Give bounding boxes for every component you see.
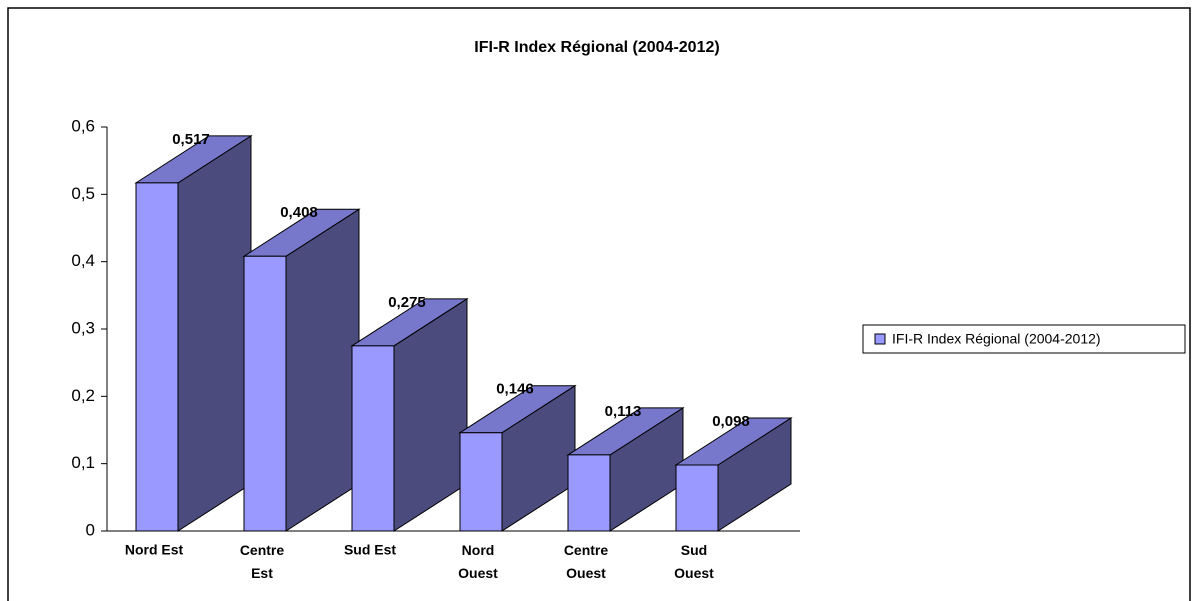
legend-box xyxy=(862,324,1186,354)
y-tick-label: 0,5 xyxy=(71,184,95,203)
bar-side xyxy=(285,208,360,532)
data-label: 0,098 xyxy=(712,413,750,430)
data-label: 0,517 xyxy=(172,131,210,148)
x-tick-label: Nord Est xyxy=(125,542,184,558)
bar xyxy=(350,297,469,532)
x-tick-label: Centre Ouest xyxy=(564,542,609,581)
data-label: 0,408 xyxy=(280,204,318,221)
bar xyxy=(458,384,577,532)
bar xyxy=(134,134,253,532)
data-label: 0,146 xyxy=(496,381,534,398)
y-tick-label: 0,6 xyxy=(71,116,95,135)
legend-swatch xyxy=(874,333,886,345)
y-tick-label: 0,1 xyxy=(71,453,95,472)
data-label: 0,113 xyxy=(605,403,642,420)
x-tick-label: Nord Ouest xyxy=(458,542,498,581)
y-tick-label: 0 xyxy=(86,520,95,539)
bar-front xyxy=(243,255,287,532)
bar xyxy=(566,406,685,532)
data-label: 0,275 xyxy=(388,294,426,311)
bar-front xyxy=(135,182,179,532)
x-tick-label: Sud Est xyxy=(344,542,396,558)
chart-title: IFI-R Index Régional (2004-2012) xyxy=(474,39,719,56)
bar-front xyxy=(675,464,719,532)
bar-front xyxy=(567,454,611,532)
x-tick-label: Centre Est xyxy=(240,542,285,581)
bar xyxy=(674,417,793,532)
y-tick-label: 0,3 xyxy=(71,318,95,337)
bar xyxy=(242,208,361,532)
y-tick-label: 0,2 xyxy=(71,386,95,405)
bar-front xyxy=(351,345,395,532)
bar-side xyxy=(177,134,252,532)
legend-label: IFI-R Index Régional (2004-2012) xyxy=(892,331,1101,347)
bar-front xyxy=(459,432,503,532)
y-tick-label: 0,4 xyxy=(71,251,95,270)
x-tick-label: Sud Ouest xyxy=(674,542,714,581)
